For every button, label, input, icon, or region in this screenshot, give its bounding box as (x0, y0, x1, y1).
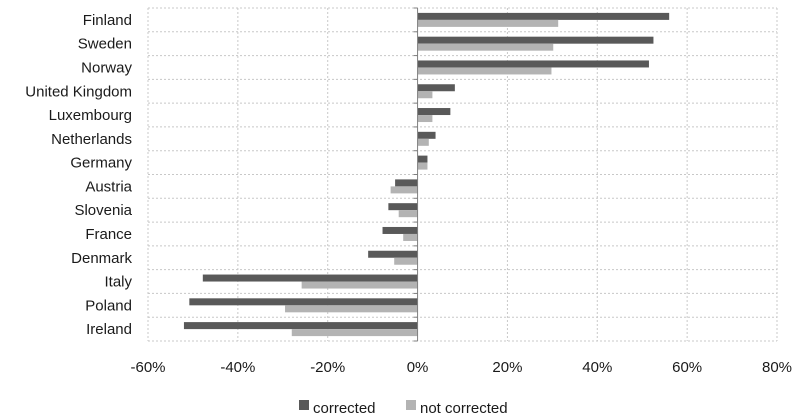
x-tick-label: 40% (582, 359, 612, 376)
bar-corrected-finland (417, 12, 670, 20)
bar-not-corrected-ireland (291, 329, 418, 337)
category-label: Slovenia (74, 202, 132, 219)
bar-not-corrected-sweden (417, 43, 554, 51)
x-tick-label: -40% (220, 359, 255, 376)
axes (413, 7, 419, 342)
bar-corrected-italy (202, 274, 418, 282)
bar-corrected-netherlands (417, 131, 436, 139)
category-label: Austria (85, 178, 132, 195)
bar-corrected-germany (417, 155, 428, 163)
category-label: Italy (104, 274, 132, 291)
bar-corrected-sweden (417, 36, 654, 44)
bar-corrected-norway (417, 60, 649, 68)
bar-corrected-united-kingdom (417, 84, 455, 92)
category-label: Norway (81, 59, 132, 76)
bar-not-corrected-united-kingdom (417, 91, 433, 99)
legend: corrected not corrected (299, 400, 508, 417)
legend-swatch-not-corrected (406, 400, 416, 410)
bar-corrected-ireland (183, 322, 418, 330)
bar-corrected-slovenia (388, 203, 418, 211)
legend-label-corrected: corrected (313, 400, 376, 417)
grid-lines (147, 7, 778, 342)
x-tick-label: 20% (492, 359, 522, 376)
category-label: Denmark (71, 250, 132, 267)
bar-not-corrected-poland (285, 305, 418, 313)
category-label: Germany (70, 155, 132, 172)
category-label: Poland (85, 297, 132, 314)
bar-not-corrected-netherlands (417, 138, 429, 146)
bar-corrected-denmark (368, 250, 418, 258)
bar-not-corrected-finland (417, 19, 559, 27)
bar-corrected-france (382, 226, 418, 234)
bar-not-corrected-austria (390, 186, 418, 194)
bar-corrected-austria (395, 179, 418, 187)
x-tick-label: -20% (310, 359, 345, 376)
bar-not-corrected-norway (417, 67, 552, 75)
category-label: Sweden (78, 36, 132, 53)
x-tick-label: 60% (672, 359, 702, 376)
x-tick-label: 0% (407, 359, 429, 376)
category-label: Netherlands (51, 131, 132, 148)
bar-corrected-poland (189, 298, 418, 306)
category-label: Finland (83, 12, 132, 29)
bar-not-corrected-denmark (394, 257, 418, 265)
category-label: Luxembourg (49, 107, 132, 124)
bar-not-corrected-france (403, 233, 418, 241)
bar-not-corrected-slovenia (398, 210, 418, 218)
category-label: United Kingdom (25, 83, 132, 100)
bar-not-corrected-italy (301, 281, 418, 289)
x-tick-label: -60% (130, 359, 165, 376)
category-label: Ireland (86, 321, 132, 338)
x-tick-labels: -60% -40% -20% 0% 20% 40% 60% 80% (130, 359, 792, 376)
legend-swatch-corrected (299, 400, 309, 410)
legend-label-not-corrected: not corrected (420, 400, 508, 417)
bar-not-corrected-germany (417, 162, 428, 170)
bars (183, 12, 670, 337)
bar-not-corrected-luxembourg (417, 115, 433, 123)
x-tick-label: 80% (762, 359, 792, 376)
category-labels: Finland Sweden Norway United Kingdom Luxembo… (25, 12, 132, 338)
category-label: France (85, 226, 132, 243)
bar-corrected-luxembourg (417, 108, 451, 116)
